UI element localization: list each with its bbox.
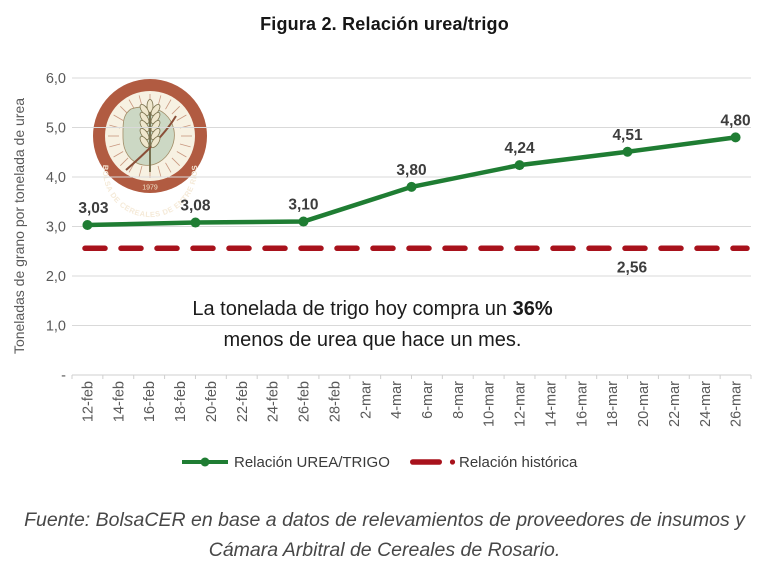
svg-text:-: -	[61, 368, 66, 384]
legend-marker-historical-dash	[410, 459, 442, 465]
svg-text:5,0: 5,0	[46, 121, 66, 137]
data-point	[730, 132, 741, 143]
annotation: La tonelada de trigo hoy compra un 36% m…	[0, 294, 745, 356]
svg-text:24-mar: 24-mar	[698, 381, 714, 427]
x-axis-labels: 12-feb 14-feb 16-feb 18-feb 20-feb 22-feb 24-f…	[81, 381, 745, 427]
data-point	[190, 217, 201, 228]
svg-text:22-feb: 22-feb	[235, 381, 251, 422]
data-point	[514, 160, 525, 171]
annotation-line1-prefix: La tonelada de trigo hoy compra un	[192, 298, 513, 320]
data-label: 3,03	[78, 200, 109, 217]
svg-text:3,0: 3,0	[46, 220, 66, 236]
logo-year: 1979	[142, 185, 158, 192]
legend-marker-urea-trigo	[200, 457, 210, 467]
svg-text:26-mar: 26-mar	[729, 381, 745, 427]
svg-text:18-feb: 18-feb	[173, 381, 189, 422]
svg-text:20-feb: 20-feb	[204, 381, 220, 422]
legend-label-urea-trigo: Relación UREA/TRIGO	[234, 454, 390, 471]
legend-marker-historical-dot	[449, 459, 456, 465]
svg-text:6-mar: 6-mar	[420, 381, 436, 419]
svg-text:18-mar: 18-mar	[605, 381, 621, 427]
annotation-bold-percent: 36%	[512, 298, 553, 320]
svg-text:28-feb: 28-feb	[327, 381, 343, 422]
svg-text:12-mar: 12-mar	[513, 381, 529, 427]
legend-label-historical: Relación histórica	[459, 454, 578, 471]
svg-text:1,0: 1,0	[46, 319, 66, 335]
historical-dashed-line: 2,56	[82, 245, 750, 276]
y-axis-labels: - 1,0 2,0 3,0 4,0 5,0 6,0	[46, 71, 66, 384]
wheat-icon	[125, 99, 177, 172]
svg-text:12-feb: 12-feb	[81, 381, 97, 422]
svg-text:10-mar: 10-mar	[482, 381, 498, 427]
urea-trigo-line: 3,03 3,08 3,10 3,80 4,24 4,51 4,80	[78, 112, 751, 231]
y-gridlines	[72, 77, 751, 326]
svg-text:14-feb: 14-feb	[111, 381, 127, 422]
svg-text:16-feb: 16-feb	[142, 381, 158, 422]
svg-text:24-feb: 24-feb	[266, 381, 282, 422]
svg-text:4,0: 4,0	[46, 170, 66, 186]
svg-text:16-mar: 16-mar	[574, 381, 590, 427]
svg-text:4-mar: 4-mar	[389, 381, 405, 419]
data-label: 3,08	[180, 198, 211, 215]
urea-wheat-ratio-chart: BOLSA DE CEREALES DE ENTRE RÍOS1979-1,02…	[11, 71, 752, 471]
data-point	[622, 146, 633, 157]
data-label: 3,80	[396, 162, 426, 179]
y-axis-title: Toneladas de grano por tonelada de urea	[11, 98, 27, 354]
svg-text:2,0: 2,0	[46, 269, 66, 285]
svg-text:20-mar: 20-mar	[636, 381, 652, 427]
source-note-line2: Cámara Arbitral de Cereales de Rosario.	[208, 539, 561, 561]
data-point	[298, 216, 309, 227]
data-label: 4,51	[612, 127, 643, 144]
source-note: Fuente: BolsaCER en base a datos de rele…	[0, 505, 769, 563]
svg-text:14-mar: 14-mar	[543, 381, 559, 427]
annotation-line2: menos de urea que hace un mes.	[223, 329, 522, 351]
svg-text:8-mar: 8-mar	[451, 381, 467, 419]
data-label: 3,10	[288, 197, 318, 214]
svg-text:22-mar: 22-mar	[667, 381, 683, 427]
data-point	[406, 181, 417, 192]
source-note-line1: Fuente: BolsaCER en base a datos de rele…	[24, 509, 745, 531]
figure-title: Figura 2. Relación urea/trigo	[260, 14, 509, 34]
svg-text:6,0: 6,0	[46, 71, 66, 87]
svg-text:2-mar: 2-mar	[358, 381, 374, 419]
data-label: 4,80	[720, 112, 750, 129]
data-point	[82, 220, 93, 231]
x-axis	[71, 374, 752, 379]
historical-value-label: 2,56	[617, 259, 648, 276]
data-label: 4,24	[504, 140, 535, 157]
chart-legend: Relación UREA/TRIGO Relación histórica	[182, 454, 578, 471]
svg-text:26-feb: 26-feb	[297, 381, 313, 422]
